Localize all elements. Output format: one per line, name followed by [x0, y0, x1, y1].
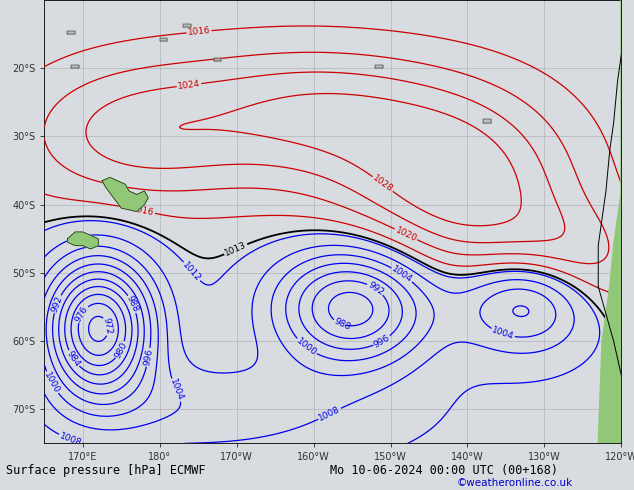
Text: ©weatheronline.co.uk: ©weatheronline.co.uk — [456, 478, 573, 488]
Text: 1004: 1004 — [168, 378, 184, 402]
Polygon shape — [102, 177, 148, 212]
Text: 996: 996 — [372, 333, 392, 349]
Text: 980: 980 — [113, 340, 129, 360]
Text: 1016: 1016 — [131, 204, 155, 218]
Text: 1004: 1004 — [491, 326, 515, 342]
Text: 976: 976 — [74, 304, 90, 324]
Text: 1004: 1004 — [390, 264, 414, 285]
Text: 1013: 1013 — [223, 241, 248, 258]
Text: 972: 972 — [102, 317, 113, 336]
Text: 1008: 1008 — [58, 431, 83, 448]
Text: 992: 992 — [50, 294, 64, 314]
Text: 1012: 1012 — [181, 260, 203, 283]
Polygon shape — [183, 24, 191, 27]
Text: 984: 984 — [65, 349, 82, 368]
Text: 1008: 1008 — [318, 405, 342, 423]
Text: 1000: 1000 — [42, 370, 61, 395]
Text: 1028: 1028 — [371, 173, 394, 195]
Polygon shape — [67, 31, 75, 34]
Text: 988: 988 — [332, 317, 352, 332]
Polygon shape — [214, 58, 221, 61]
Text: 1016: 1016 — [187, 26, 211, 37]
Polygon shape — [598, 0, 621, 443]
Text: 1024: 1024 — [177, 79, 201, 91]
Text: Mo 10-06-2024 00:00 UTC (00+168): Mo 10-06-2024 00:00 UTC (00+168) — [330, 465, 558, 477]
Text: 1000: 1000 — [294, 337, 318, 358]
Text: 996: 996 — [143, 348, 155, 367]
Polygon shape — [375, 65, 383, 68]
Text: 988: 988 — [125, 294, 140, 314]
Polygon shape — [160, 38, 167, 41]
Polygon shape — [67, 232, 98, 249]
Polygon shape — [483, 120, 491, 123]
Polygon shape — [71, 65, 79, 68]
Text: Surface pressure [hPa] ECMWF: Surface pressure [hPa] ECMWF — [6, 465, 206, 477]
Text: 992: 992 — [366, 280, 385, 297]
Text: 1020: 1020 — [394, 225, 418, 244]
